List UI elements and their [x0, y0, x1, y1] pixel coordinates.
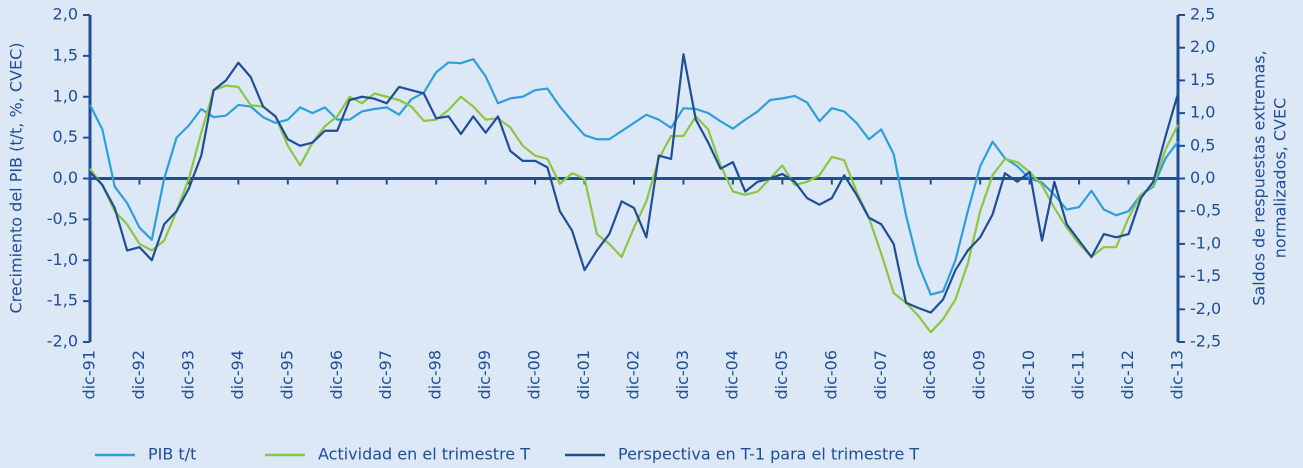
- x-tick-label: dic-99: [475, 350, 494, 400]
- x-tick-label: dic-04: [722, 350, 741, 400]
- x-tick-label: dic-97: [376, 350, 395, 400]
- y-tick-label: 1,0: [53, 86, 78, 105]
- x-tick-label: dic-10: [1019, 350, 1038, 400]
- y2-tick-label: -2,5: [1190, 332, 1221, 351]
- x-tick-label: dic-95: [277, 350, 296, 400]
- y2-tick-label: -0,5: [1190, 201, 1221, 220]
- legend-label: Actividad en el trimestre T: [318, 445, 530, 464]
- line-series: [89, 53, 1180, 314]
- x-tick-label: dic-00: [525, 350, 544, 400]
- x-tick-label: dic-96: [327, 350, 346, 400]
- y2-tick-label: -1,0: [1190, 233, 1221, 252]
- y-tick-label: 2,0: [53, 5, 78, 24]
- y-tick-label: -1,0: [47, 250, 78, 269]
- x-tick-label: dic-07: [871, 350, 890, 400]
- y2-tick-label: 0,0: [1190, 168, 1215, 187]
- x-tick-label: dic-91: [80, 350, 99, 400]
- y-tick-label: 0,0: [53, 168, 78, 187]
- x-tick-label: dic-13: [1168, 350, 1187, 400]
- x-tick-label: dic-01: [574, 350, 593, 400]
- y2-tick-label: 0,5: [1190, 135, 1215, 154]
- y-tick-label: 0,5: [53, 127, 78, 146]
- x-tick-label: dic-03: [673, 350, 692, 400]
- y2-tick-label: -1,5: [1190, 266, 1221, 285]
- y-tick-label: 1,5: [53, 45, 78, 64]
- x-tick-label: dic-11: [1069, 350, 1088, 400]
- legend-label: Perspectiva en T-1 para el trimestre T: [618, 445, 919, 464]
- x-tick-label: dic-94: [228, 350, 247, 400]
- y2-tick-label: 2,5: [1190, 5, 1215, 24]
- y2-axis-label: normalizados, CVEC: [1271, 98, 1290, 259]
- y-tick-label: -0,5: [47, 209, 78, 228]
- x-tick-label: dic-92: [129, 350, 148, 400]
- legend-label: PIB t/t: [148, 445, 196, 464]
- y-tick-label: -2,0: [47, 332, 78, 351]
- x-tick-label: dic-08: [920, 350, 939, 400]
- y2-tick-label: -2,0: [1190, 299, 1221, 318]
- y-tick-label: -1,5: [47, 291, 78, 310]
- x-tick-label: dic-02: [624, 350, 643, 400]
- x-tick-label: dic-93: [178, 350, 197, 400]
- y2-tick-label: 1,5: [1190, 70, 1215, 89]
- line-series: [89, 58, 1179, 296]
- x-tick-label: dic-98: [426, 350, 445, 400]
- y2-tick-label: 1,0: [1190, 103, 1215, 122]
- x-tick-label: dic-06: [821, 350, 840, 400]
- x-tick-label: dic-12: [1118, 350, 1137, 400]
- y-axis-label: Crecimiento del PIB (t/t, %, CVEC): [7, 43, 26, 314]
- x-tick-label: dic-09: [970, 350, 989, 400]
- y2-axis-label: Saldos de respuestas extremas,: [1250, 50, 1269, 305]
- y2-tick-label: 2,0: [1190, 37, 1215, 56]
- x-tick-label: dic-05: [772, 350, 791, 400]
